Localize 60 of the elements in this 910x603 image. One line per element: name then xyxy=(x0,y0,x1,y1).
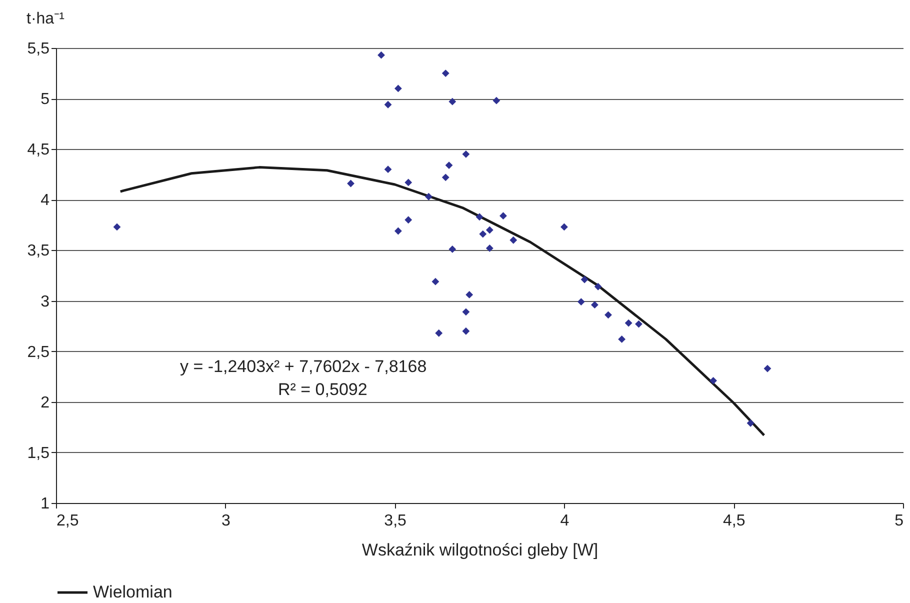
point xyxy=(710,376,717,384)
x-axis-title: Wskaźnik wilgotności gleby [W] xyxy=(362,540,598,560)
point xyxy=(448,246,456,253)
point xyxy=(624,319,632,327)
point xyxy=(442,70,450,77)
x-tick-label: 4 xyxy=(560,512,570,530)
point xyxy=(394,227,402,235)
x-tick-label: 4,5 xyxy=(722,512,746,530)
point xyxy=(384,166,392,174)
point xyxy=(746,419,754,427)
point xyxy=(500,212,507,220)
point xyxy=(432,278,440,286)
point xyxy=(462,150,470,158)
y-tick-label: 1,5 xyxy=(27,444,50,462)
point xyxy=(476,213,484,221)
point xyxy=(404,178,412,186)
point xyxy=(560,223,568,231)
point xyxy=(594,282,602,290)
point xyxy=(462,327,470,335)
point xyxy=(113,223,121,231)
y-tick-label: 4,5 xyxy=(27,142,50,159)
point xyxy=(479,230,487,238)
y-tick-label: 1 xyxy=(40,496,50,512)
y-tick-label: 2,5 xyxy=(27,344,50,361)
point xyxy=(404,216,412,224)
point xyxy=(435,329,443,337)
y-tick-label: 3,5 xyxy=(27,242,50,260)
annotation: y = -1,2403x² + 7,7602x - 7,8168 xyxy=(180,357,427,376)
point xyxy=(384,100,392,108)
point xyxy=(764,364,772,372)
point xyxy=(590,301,598,309)
y-tick-label: 2 xyxy=(40,394,50,412)
point xyxy=(378,51,385,59)
line-series xyxy=(119,166,766,437)
x-tick-label: 3,5 xyxy=(384,512,407,530)
y-tick-label: 5,5 xyxy=(27,40,50,58)
point xyxy=(424,192,432,200)
legend-label: Wielomian xyxy=(93,582,172,602)
point xyxy=(442,174,450,182)
point xyxy=(486,226,494,234)
point xyxy=(466,291,474,298)
point xyxy=(635,320,642,328)
point xyxy=(604,311,612,319)
y-tick-label: 4 xyxy=(40,192,50,210)
y-tick-label: 3 xyxy=(40,293,50,310)
point xyxy=(577,298,585,306)
point xyxy=(462,308,470,316)
x-tick-label: 2,5 xyxy=(56,512,79,530)
x-tick-label: 3 xyxy=(221,512,230,530)
y-axis-title: t·ha⁻¹ xyxy=(26,10,64,28)
annotation: R² = 0,5092 xyxy=(278,380,368,399)
point xyxy=(486,244,494,252)
y-tick-label: 5 xyxy=(40,91,50,108)
point xyxy=(510,236,518,244)
x-tick-label: 5 xyxy=(894,512,904,530)
point xyxy=(618,335,626,343)
point xyxy=(394,84,402,92)
point xyxy=(492,96,500,104)
point xyxy=(580,276,588,284)
point xyxy=(448,98,456,106)
